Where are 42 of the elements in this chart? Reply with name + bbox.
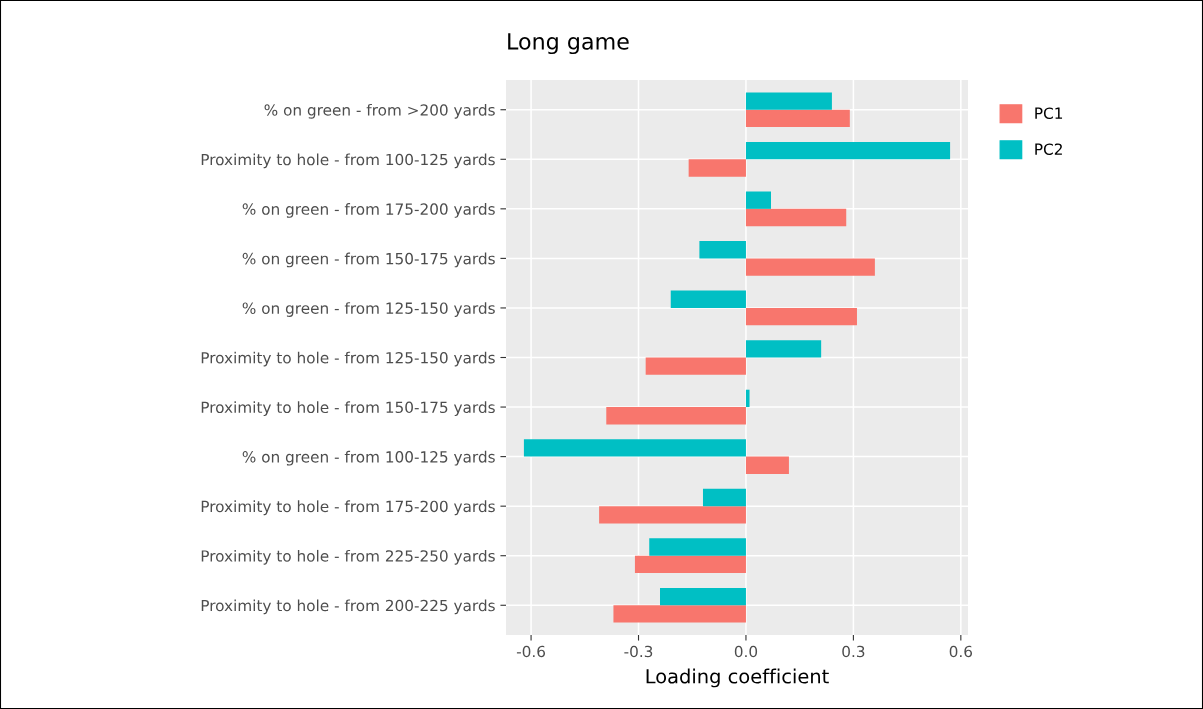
bar bbox=[745, 109, 850, 128]
bar bbox=[699, 241, 746, 259]
y-tick-label: Proximity to hole - from 175-200 yards bbox=[201, 500, 495, 516]
bar bbox=[745, 456, 789, 474]
y-tick-label: Proximity to hole - from 200-225 yards bbox=[201, 599, 495, 615]
y-tick-label: % on green - from 175-200 yards bbox=[242, 203, 495, 218]
bar bbox=[745, 92, 832, 110]
bar bbox=[745, 191, 772, 209]
bar bbox=[606, 407, 746, 425]
bar bbox=[670, 290, 746, 308]
y-tick-label: % on green - from 125-150 yards bbox=[242, 302, 495, 317]
bar bbox=[599, 506, 746, 524]
y-tick-label: Proximity to hole - from 150-175 yards bbox=[201, 401, 495, 417]
x-tick-label: 0.0 bbox=[734, 645, 758, 658]
bar bbox=[702, 488, 746, 507]
y-tick-label: Proximity to hole - from 100-125 yards bbox=[201, 153, 495, 169]
bar bbox=[613, 605, 746, 623]
legend-label: PC1 bbox=[1035, 107, 1063, 119]
x-axis-title: Loading coefficient bbox=[646, 668, 829, 688]
bar bbox=[745, 389, 750, 408]
x-tick-label: 0.6 bbox=[949, 645, 973, 658]
chart-title: Long game bbox=[508, 33, 629, 55]
legend-label: PC2 bbox=[1035, 143, 1062, 155]
y-tick-label: % on green - from >200 yards bbox=[264, 103, 495, 119]
bar bbox=[745, 141, 951, 160]
bar bbox=[649, 538, 746, 556]
y-tick-label: Proximity to hole - from 225-250 yards bbox=[201, 549, 495, 565]
x-tick-label: 0.3 bbox=[842, 645, 865, 658]
bar bbox=[634, 555, 746, 574]
bar bbox=[745, 208, 847, 227]
bar bbox=[523, 439, 746, 457]
bar bbox=[745, 258, 875, 276]
x-tick-label: -0.3 bbox=[624, 645, 653, 658]
x-tick-label: -0.6 bbox=[516, 645, 546, 658]
y-tick-label: Proximity to hole - from 125-150 yards bbox=[201, 351, 495, 367]
bar bbox=[645, 357, 746, 375]
bar bbox=[660, 587, 746, 606]
y-tick-label: % on green - from 100-125 yards bbox=[242, 450, 495, 466]
bar bbox=[745, 307, 857, 326]
bar bbox=[745, 340, 822, 358]
bar bbox=[688, 159, 746, 177]
y-tick-label: % on green - from 150-175 yards bbox=[242, 252, 495, 268]
